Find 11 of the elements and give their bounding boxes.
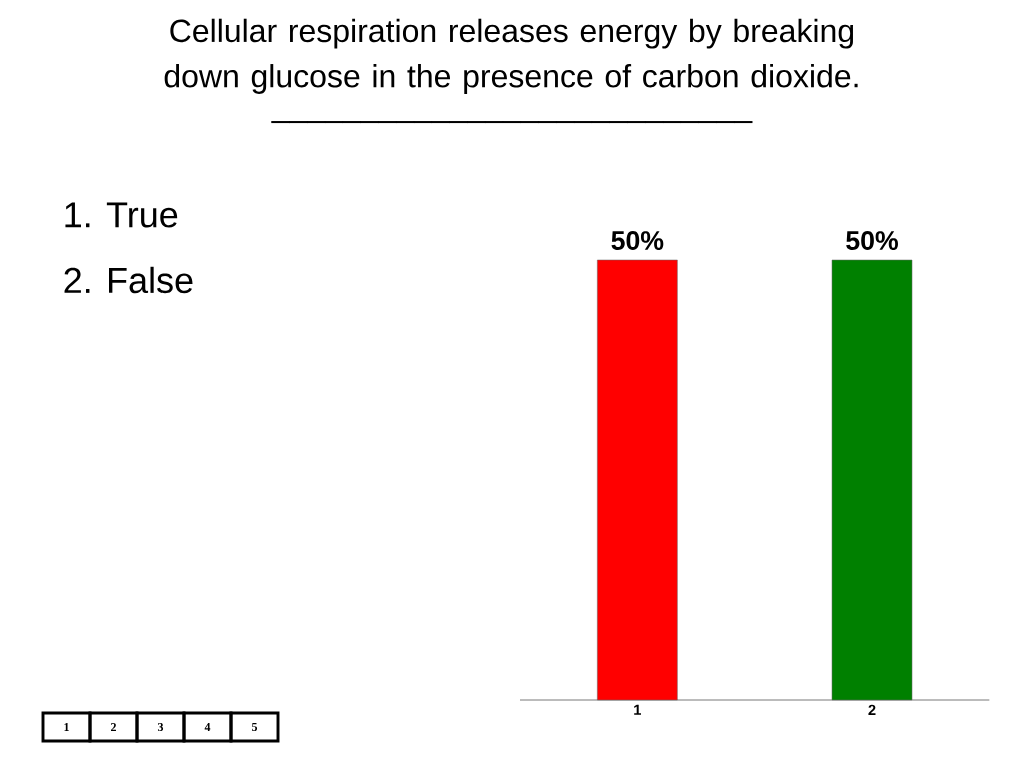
text: 1	[64, 723, 69, 731]
text: 2. False	[64, 266, 193, 294]
chart-title: Cellular respiration releases energy by breaking down glucose in the presence of carbon dioxide.	[164, 18, 858, 94]
text: 3	[157, 722, 164, 732]
chart-subtitle: ___________________________	[271, 121, 753, 124]
text: 2	[111, 723, 116, 731]
data-label: 50%	[846, 231, 898, 250]
text: 5	[251, 723, 258, 732]
data-label: 50%	[611, 231, 664, 250]
text: 4	[204, 723, 211, 731]
text: 1. True	[65, 202, 178, 228]
